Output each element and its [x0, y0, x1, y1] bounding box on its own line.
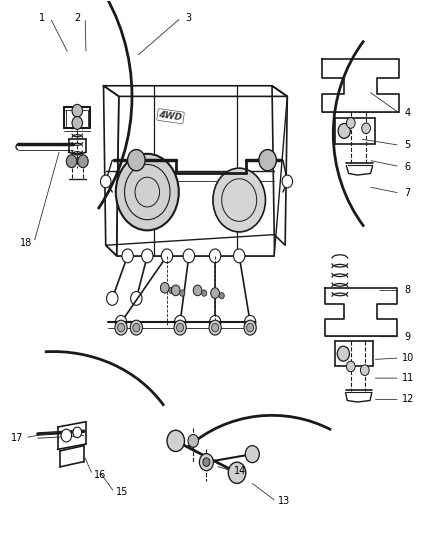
Text: 6: 6 [404, 161, 410, 172]
Circle shape [176, 324, 183, 332]
Circle shape [187, 434, 198, 447]
Circle shape [130, 320, 142, 335]
Circle shape [228, 462, 245, 483]
Circle shape [211, 324, 218, 332]
Text: 1: 1 [39, 13, 45, 23]
Text: 3: 3 [185, 13, 191, 23]
Text: 10: 10 [401, 353, 413, 363]
Circle shape [210, 288, 219, 298]
Circle shape [219, 293, 224, 299]
Circle shape [199, 454, 213, 471]
Circle shape [160, 282, 169, 293]
Text: 2: 2 [74, 13, 80, 23]
Circle shape [73, 427, 81, 438]
Circle shape [282, 175, 292, 188]
Text: 16: 16 [94, 470, 106, 480]
Text: 15: 15 [116, 488, 128, 497]
Circle shape [72, 104, 82, 117]
Circle shape [201, 290, 206, 296]
Circle shape [66, 155, 77, 167]
Text: 13: 13 [278, 496, 290, 506]
Circle shape [61, 429, 71, 442]
Circle shape [116, 154, 178, 230]
Circle shape [346, 118, 354, 128]
Circle shape [168, 287, 173, 294]
Text: 4WD: 4WD [158, 110, 183, 122]
Circle shape [179, 290, 184, 296]
Circle shape [209, 249, 220, 263]
Circle shape [246, 324, 253, 332]
Circle shape [346, 361, 354, 372]
Circle shape [100, 175, 111, 188]
Circle shape [78, 155, 88, 167]
Circle shape [244, 316, 255, 329]
Circle shape [244, 320, 256, 335]
Circle shape [208, 320, 221, 335]
Circle shape [174, 316, 185, 329]
Text: 4: 4 [404, 108, 410, 118]
Circle shape [133, 324, 140, 332]
Circle shape [171, 285, 180, 296]
Circle shape [106, 292, 118, 305]
Circle shape [141, 249, 152, 263]
Text: 7: 7 [404, 188, 410, 198]
Text: 18: 18 [20, 238, 32, 247]
Circle shape [209, 316, 220, 329]
Circle shape [72, 117, 82, 130]
Circle shape [258, 150, 276, 171]
Circle shape [336, 346, 349, 361]
Circle shape [127, 150, 145, 171]
Circle shape [233, 249, 244, 263]
Text: 5: 5 [404, 140, 410, 150]
Circle shape [161, 249, 172, 263]
Text: 8: 8 [404, 286, 410, 295]
Circle shape [361, 123, 370, 134]
Circle shape [115, 316, 127, 329]
Circle shape [173, 320, 186, 335]
Circle shape [337, 124, 350, 139]
Text: 17: 17 [11, 433, 24, 443]
Text: 12: 12 [401, 394, 413, 405]
Text: 9: 9 [404, 332, 410, 342]
Circle shape [166, 430, 184, 451]
Circle shape [131, 292, 142, 305]
Circle shape [117, 324, 124, 332]
Circle shape [115, 320, 127, 335]
Circle shape [360, 365, 368, 375]
Text: 11: 11 [401, 373, 413, 383]
Circle shape [122, 249, 133, 263]
Circle shape [202, 458, 209, 466]
Circle shape [212, 168, 265, 232]
Text: 14: 14 [234, 466, 246, 476]
Circle shape [245, 446, 259, 463]
Circle shape [183, 249, 194, 263]
Circle shape [193, 285, 201, 296]
